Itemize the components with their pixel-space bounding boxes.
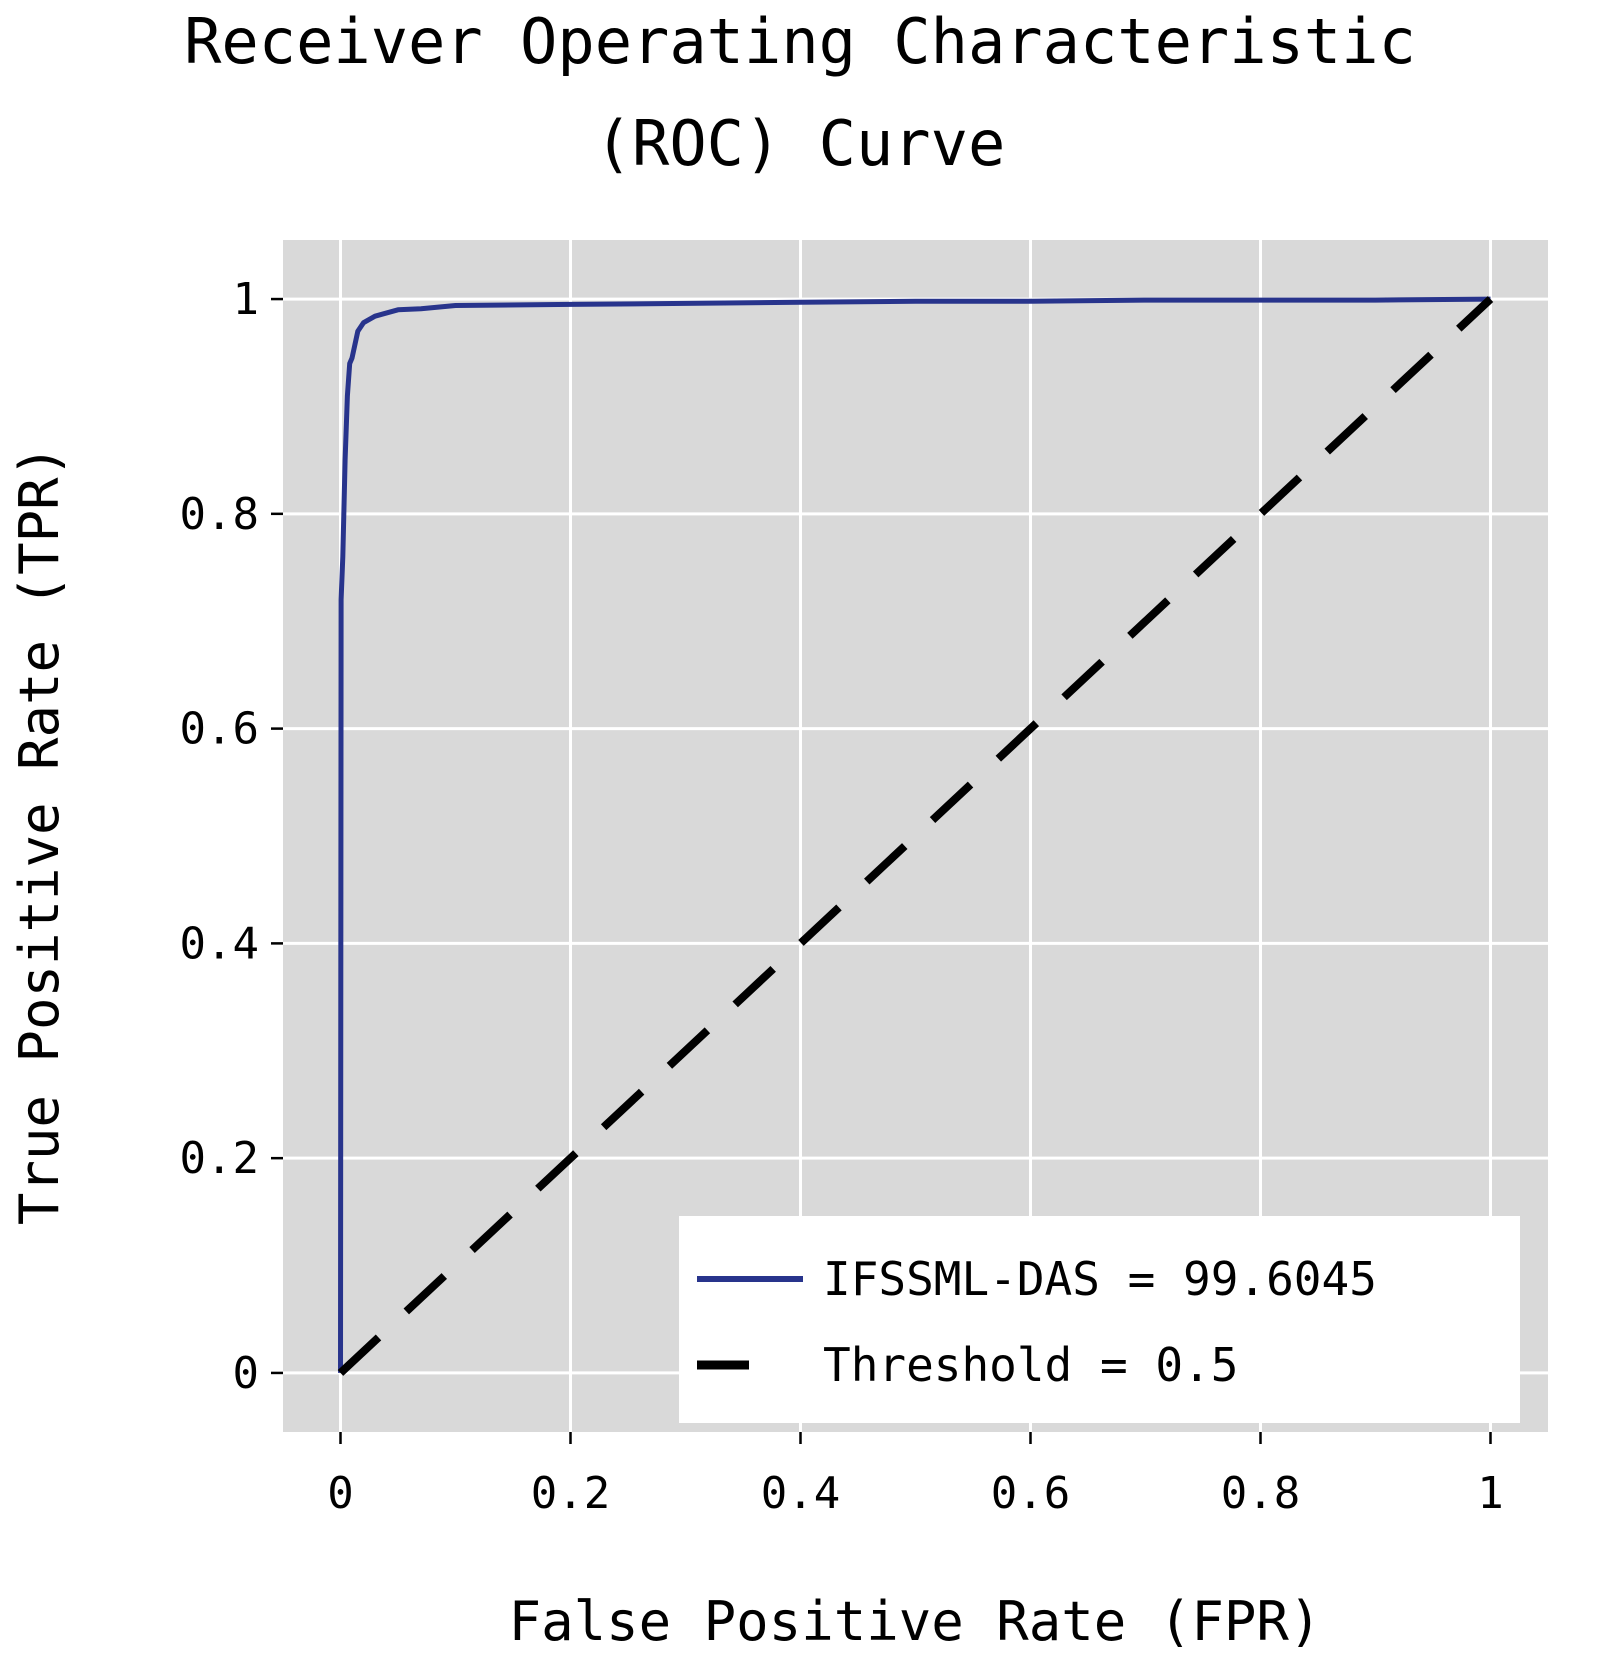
x-tick-label: 0.4 [761, 1468, 840, 1519]
y-tick-label: 1 [233, 274, 260, 325]
axis-ticks: 0 0.2 0.4 0.6 0.8 1 0 0.2 0.4 0.6 0.8 1 [180, 274, 1504, 1519]
y-tick-label: 0.4 [180, 918, 259, 969]
x-axis-label: False Positive Rate (FPR) [509, 1590, 1322, 1653]
y-tick-label: 0.6 [180, 704, 259, 755]
series-layer [337, 296, 1494, 1376]
x-tick-label: 1 [1477, 1468, 1504, 1519]
y-axis-label: True Positive Rate (TPR) [8, 445, 71, 1225]
x-tick-label: 0.8 [1221, 1468, 1300, 1519]
chart-title-line-2: (ROC) Curve [595, 107, 1006, 180]
x-tick-label: 0.2 [531, 1468, 610, 1519]
legend-label-roc: IFSSML-DAS = 99.6045 [823, 1252, 1377, 1306]
grid-lines [283, 240, 1548, 1432]
legend: IFSSML-DAS = 99.6045 Threshold = 0.5 [679, 1216, 1520, 1423]
y-tick-label: 0.8 [180, 489, 259, 540]
legend-box [679, 1216, 1520, 1423]
threshold-line [337, 296, 1494, 1376]
y-tick-label: 0.2 [180, 1133, 259, 1184]
chart-title-line-1: Receiver Operating Characteristic [184, 5, 1416, 78]
legend-label-threshold: Threshold = 0.5 [823, 1338, 1238, 1392]
x-tick-label: 0 [327, 1468, 354, 1519]
roc-curve-line [338, 296, 1491, 1373]
y-tick-label: 0 [233, 1348, 260, 1399]
x-tick-label: 0.6 [991, 1468, 1070, 1519]
